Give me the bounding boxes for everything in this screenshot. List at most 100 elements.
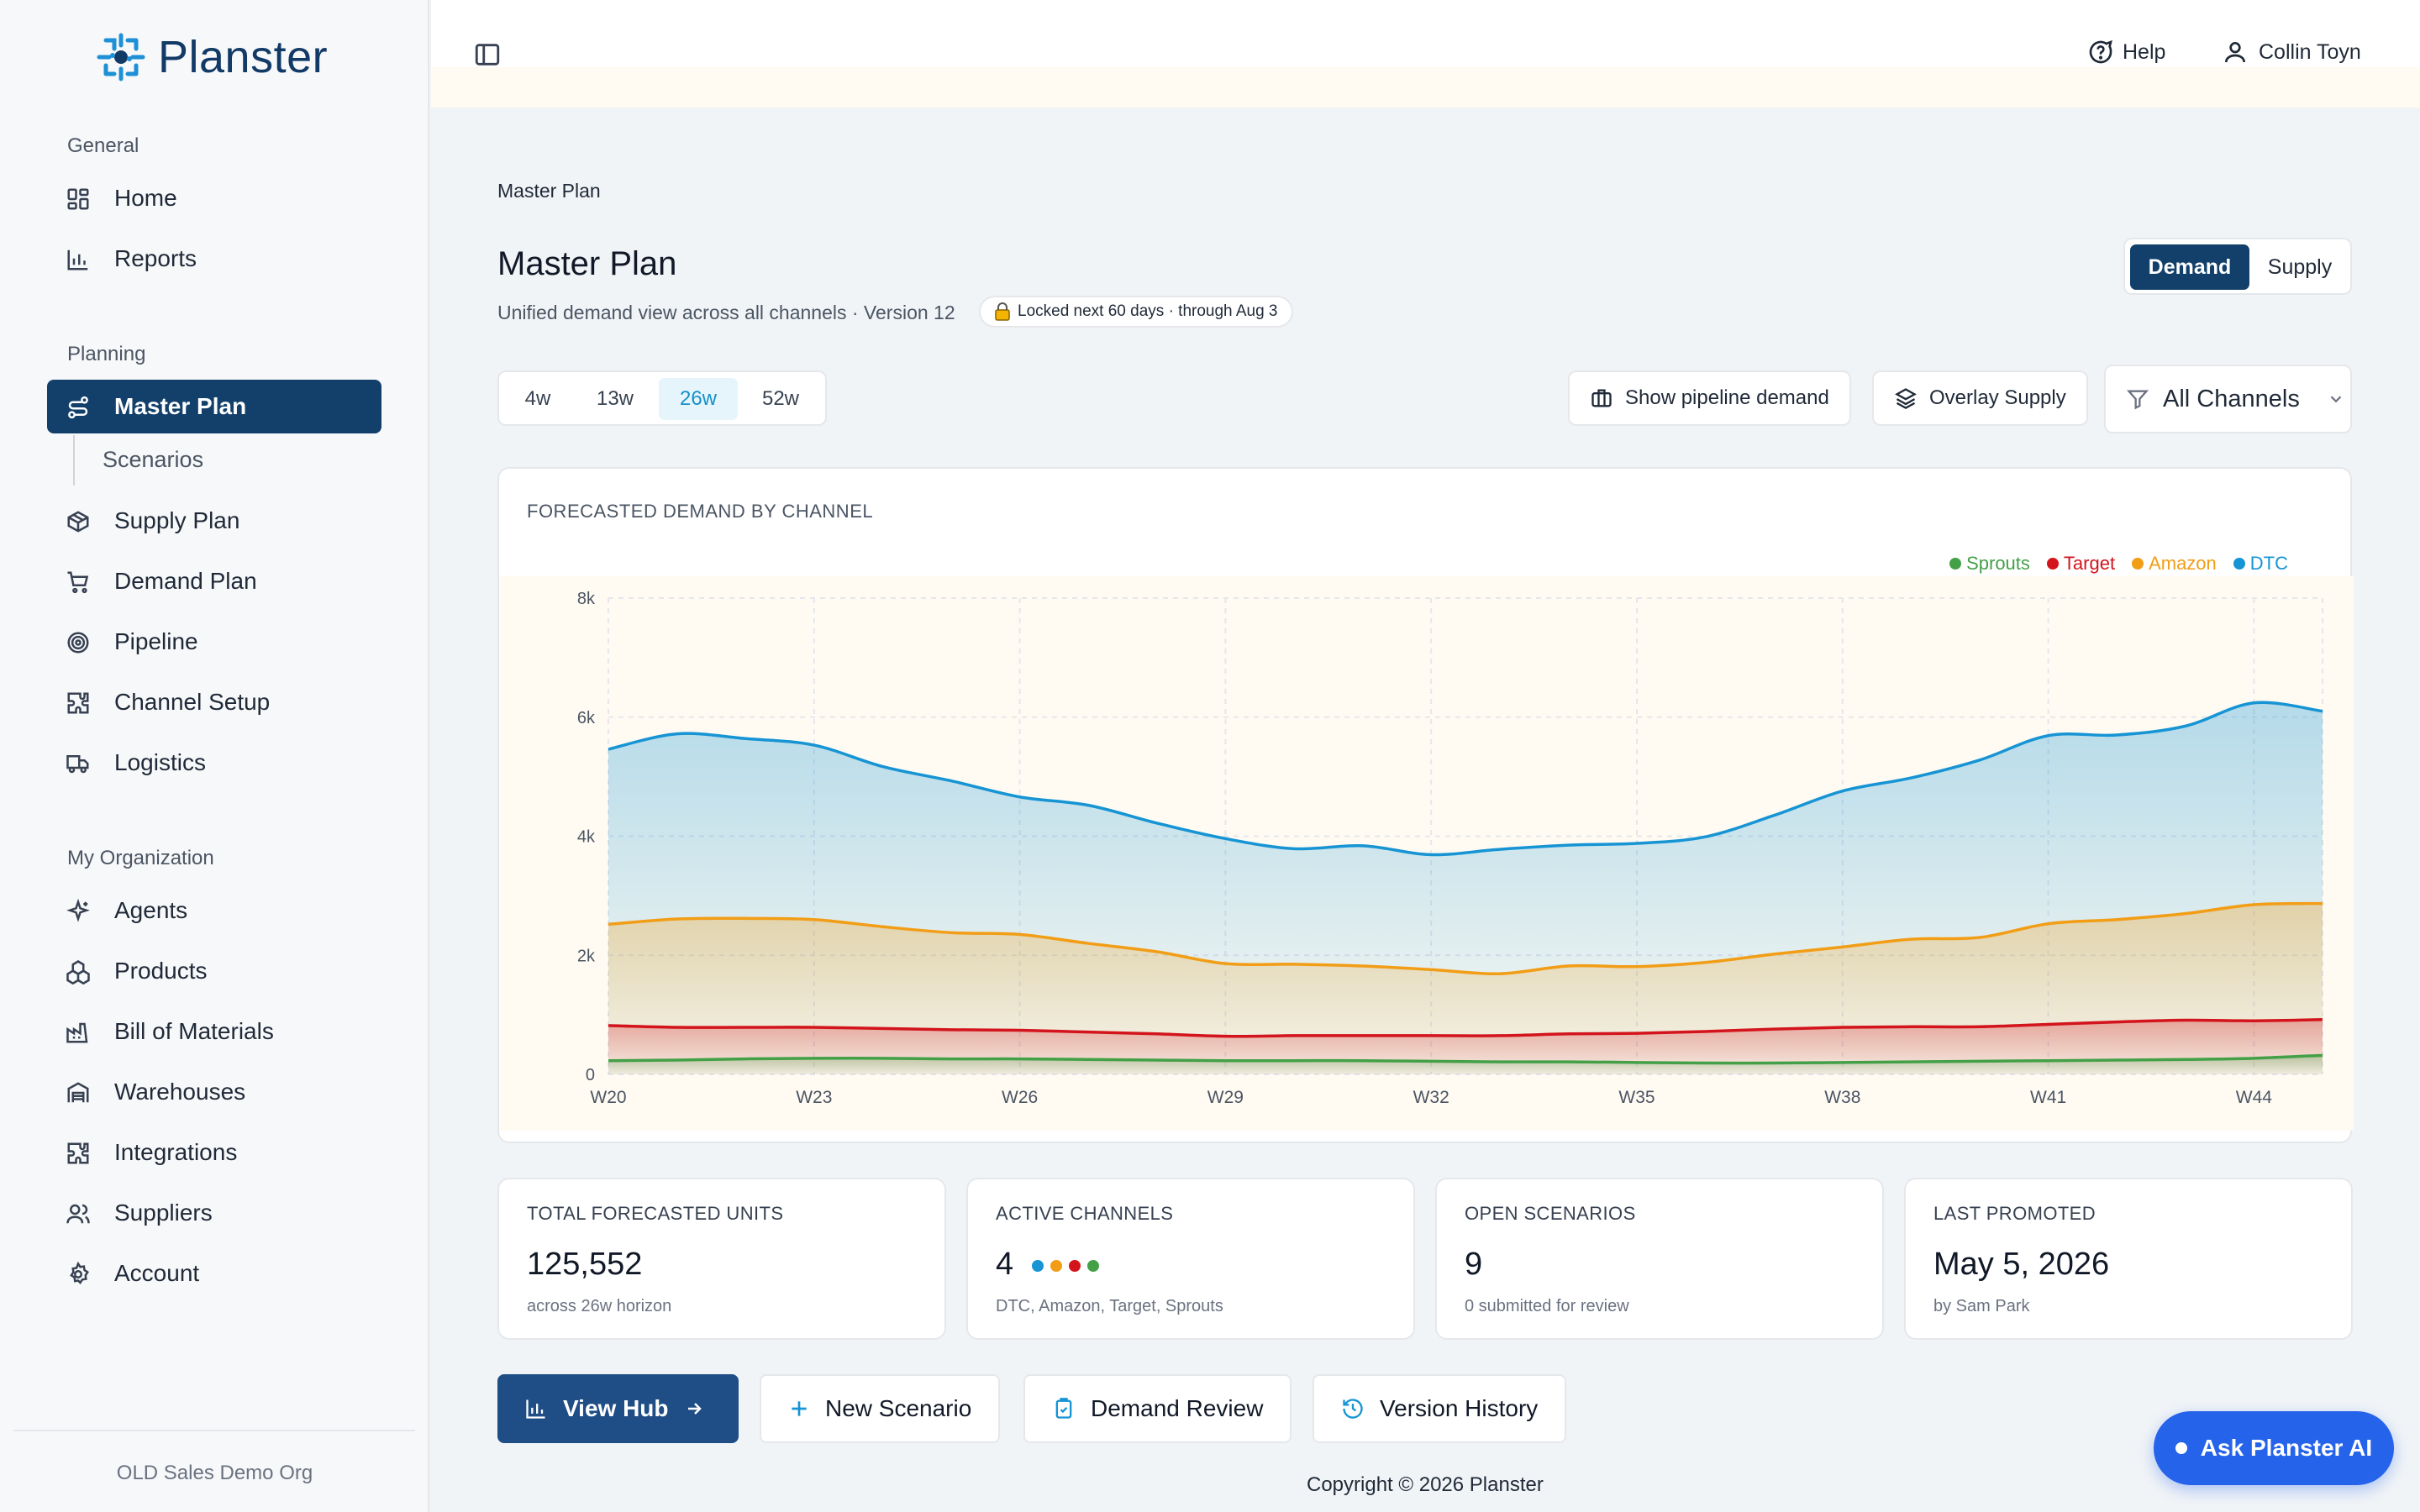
stat-detail: 0 submitted for review: [1465, 1297, 1629, 1315]
top-bar-strip: [431, 67, 2420, 108]
horizon-option-26w[interactable]: 26w: [659, 378, 738, 420]
section-label-planning: Planning: [67, 343, 146, 365]
sidebar-item-master-plan[interactable]: Master Plan: [47, 380, 381, 433]
sidebar-subitem-scenarios[interactable]: Scenarios: [103, 447, 204, 472]
sidebar-item-supply-plan[interactable]: Supply Plan: [47, 494, 381, 548]
copyright-text: Copyright © 2026 Planster: [1307, 1473, 1544, 1496]
ask-ai-label: Ask Planster AI: [2200, 1435, 2373, 1461]
sparkles-icon: [66, 899, 90, 922]
legend-item-amazon[interactable]: Amazon: [2132, 553, 2217, 575]
legend-item-target[interactable]: Target: [2046, 553, 2115, 575]
sidebar-item-channel-setup[interactable]: Channel Setup: [47, 675, 381, 729]
section-label-organization: My Organization: [67, 847, 214, 869]
sidebar-item-label: Account: [114, 1260, 200, 1286]
x-tick-label: W29: [1207, 1088, 1244, 1107]
sidebar-item-warehouses[interactable]: Warehouses: [47, 1065, 381, 1119]
sidebar-item-home[interactable]: Home: [47, 171, 381, 225]
sidebar-item-suppliers[interactable]: Suppliers: [47, 1186, 381, 1240]
x-tick-label: W44: [2236, 1088, 2273, 1107]
clipboard-check-icon: [1055, 1398, 1072, 1419]
sidebar-item-label: Demand Plan: [114, 568, 257, 594]
page-subtitle: Unified demand view across all channels …: [497, 302, 955, 323]
ask-ai-button[interactable]: Ask Planster AI: [2154, 1411, 2394, 1485]
demand-chart-card: 0 2k 4k 6k 8k W20 W23 W26 W29 W32 W35 W38 W41 W44 FOR…: [497, 467, 2354, 1143]
breadcrumb[interactable]: Master Plan: [497, 180, 601, 202]
chevron-down-icon: [2330, 396, 2342, 403]
stat-detail: across 26w horizon: [527, 1297, 672, 1315]
demand-toggle-button[interactable]: Demand: [2130, 244, 2249, 290]
y-tick-label: 2k: [577, 947, 596, 965]
stat-value: May 5, 2026: [1933, 1247, 2110, 1282]
sidebar-item-pipeline[interactable]: Pipeline: [47, 615, 381, 669]
sidebar-item-demand-plan[interactable]: Demand Plan: [47, 554, 381, 608]
horizon-option-4w[interactable]: 4w: [524, 387, 551, 410]
version-history-label: Version History: [1380, 1395, 1539, 1421]
user-icon: [2225, 42, 2245, 63]
version-history-button[interactable]: Version History: [1313, 1374, 1567, 1443]
legend-swatch: [2132, 558, 2144, 570]
series-line-amazon[interactable]: [608, 901, 2323, 976]
organization-name[interactable]: OLD Sales Demo Org: [116, 1462, 313, 1484]
sidebar-item-bill-of-materials[interactable]: Bill of Materials: [47, 1005, 381, 1058]
channel-dot-dtc: [1032, 1260, 1044, 1272]
lock-icon: [995, 302, 1010, 321]
submenu-guide-line: [73, 435, 75, 486]
top-bar: [431, 0, 2420, 67]
sidebar-item-integrations[interactable]: Integrations: [47, 1126, 381, 1179]
y-tick-label: 6k: [577, 709, 596, 727]
legend-item-dtc[interactable]: DTC: [2233, 553, 2288, 575]
series-line-sprouts[interactable]: [608, 1053, 2323, 1065]
series-line-target[interactable]: [608, 1018, 2323, 1038]
sidebar-item-label: Supply Plan: [114, 507, 240, 533]
stat-detail: DTC, Amazon, Target, Sprouts: [996, 1297, 1223, 1315]
new-scenario-label: New Scenario: [825, 1395, 972, 1421]
legend-item-sprouts[interactable]: Sprouts: [1949, 553, 2030, 575]
truck-icon: [66, 755, 89, 774]
help-link[interactable]: Help: [2087, 39, 2165, 66]
sidebar-item-account[interactable]: Account: [47, 1247, 381, 1300]
bar-chart-icon: [67, 249, 88, 270]
arrow-right-icon: [687, 1403, 702, 1415]
horizon-option-52w[interactable]: 52w: [761, 387, 800, 410]
channel-filter-dropdown[interactable]: All Channels: [2104, 365, 2352, 433]
dashboard-icon: [67, 188, 89, 210]
view-hub-button[interactable]: View Hub: [497, 1374, 739, 1443]
horizon-option-13w[interactable]: 13w: [596, 387, 634, 410]
puzzle-icon: [67, 1142, 89, 1164]
help-icon: [2089, 39, 2112, 64]
x-tick-label: W23: [796, 1088, 832, 1107]
stat-value: 9: [1465, 1247, 1483, 1282]
sidebar-item-logistics[interactable]: Logistics: [47, 736, 381, 790]
sidebar-toggle-icon[interactable]: [473, 40, 502, 69]
app-logo[interactable]: Planster: [94, 30, 328, 84]
bar-chart-icon: [526, 1399, 545, 1419]
y-tick-label: 4k: [577, 828, 596, 847]
cart-icon: [67, 571, 89, 594]
demand-area-chart: 0 2k 4k 6k 8k W20 W23 W26 W29 W32 W35 W38 W41 W44: [499, 576, 2354, 1131]
channel-dot-target: [1069, 1260, 1081, 1272]
show-pipeline-demand-button[interactable]: Show pipeline demand: [1568, 370, 1851, 426]
package-icon: [67, 511, 89, 533]
puzzle-icon: [67, 692, 89, 714]
lock-status-text: Locked next 60 days · through Aug 3: [1018, 302, 1278, 320]
stat-label: ACTIVE CHANNELS: [996, 1203, 1174, 1224]
stat-value: 125,552: [527, 1247, 643, 1282]
sidebar-item-agents[interactable]: Agents: [47, 884, 381, 937]
sidebar-item-products[interactable]: Products: [47, 944, 381, 998]
supply-toggle-button[interactable]: Supply: [2267, 255, 2333, 279]
help-label: Help: [2123, 39, 2166, 64]
sidebar-item-reports[interactable]: Reports: [47, 232, 381, 286]
user-name: Collin Toyn: [2259, 39, 2361, 64]
stat-card-total-units: TOTAL FORECASTED UNITS 125,552 across 26…: [497, 1178, 946, 1340]
user-menu[interactable]: Collin Toyn: [2222, 39, 2361, 66]
overlay-supply-button[interactable]: Overlay Supply: [1872, 370, 2088, 426]
stat-label: TOTAL FORECASTED UNITS: [527, 1203, 784, 1224]
sidebar-item-label: Master Plan: [114, 393, 247, 419]
x-tick-label: W20: [590, 1088, 626, 1107]
horizon-selector: 4w 13w 26w 52w: [497, 370, 827, 426]
new-scenario-button[interactable]: New Scenario: [760, 1374, 1001, 1443]
channel-dot-amazon: [1050, 1260, 1062, 1272]
series-line-dtc[interactable]: [608, 701, 2323, 857]
demand-review-button[interactable]: Demand Review: [1023, 1374, 1292, 1443]
sidebar-item-label: Bill of Materials: [114, 1018, 274, 1044]
